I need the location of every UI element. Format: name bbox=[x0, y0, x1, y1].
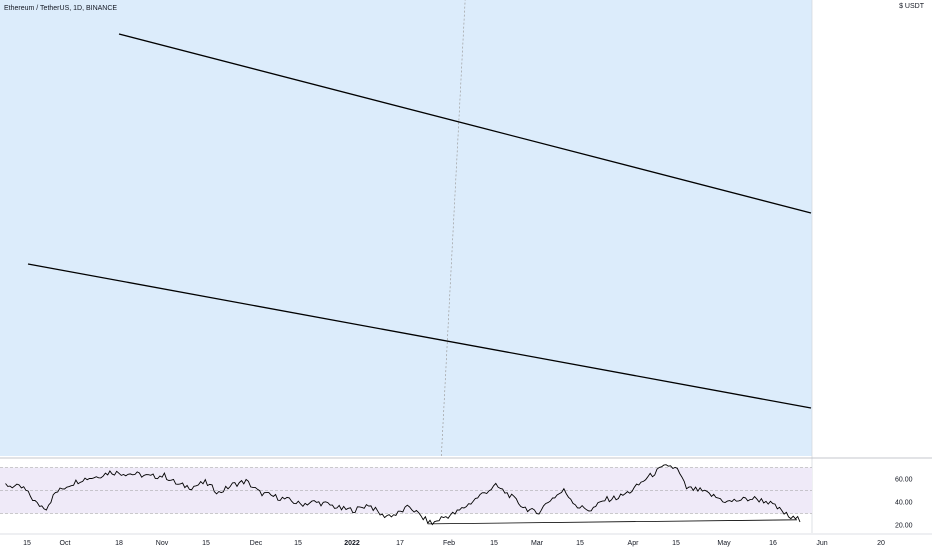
price-axis[interactable]: 5000.004600.004400.004200.004000.003800.… bbox=[811, 0, 920, 533]
rsi-divergence-line[interactable] bbox=[427, 519, 798, 525]
lower-trendline[interactable] bbox=[27, 263, 812, 409]
upper-trendline[interactable] bbox=[118, 33, 812, 214]
time-tick: Nov bbox=[156, 540, 169, 547]
chart-title: Ethereum / TetherUS, 1D, BINANCE bbox=[4, 5, 118, 12]
time-tick: 15 bbox=[490, 540, 498, 547]
time-tick: Feb bbox=[443, 540, 455, 547]
time-tick: May bbox=[717, 540, 731, 547]
time-tick: Mar bbox=[531, 540, 544, 547]
fib-zone-4 bbox=[0, 0, 812, 456]
time-axis[interactable]: 15 Oct 18 Nov 15 Dec 15 2022 17 Feb 15 Mar 15 Apr 15 Ma… bbox=[0, 533, 932, 547]
rsi-tick: 40.00 bbox=[895, 500, 913, 507]
time-tick: 2022 bbox=[344, 540, 360, 547]
rsi-tick: 60.00 bbox=[895, 477, 913, 484]
time-tick: 15 bbox=[294, 540, 302, 547]
time-tick: Dec bbox=[250, 540, 263, 547]
time-tick: 15 bbox=[576, 540, 584, 547]
time-tick: 20 bbox=[877, 540, 885, 547]
rsi-line bbox=[5, 464, 801, 526]
rsi-pane: 60.00 40.00 20.00 bbox=[0, 464, 913, 530]
time-tick: 15 bbox=[672, 540, 680, 547]
rsi-tick: 20.00 bbox=[895, 523, 913, 530]
time-tick: 17 bbox=[396, 540, 404, 547]
time-tick: 16 bbox=[769, 540, 777, 547]
time-tick: Apr bbox=[628, 540, 640, 547]
time-tick: Jun bbox=[816, 540, 827, 547]
time-tick: 18 bbox=[115, 540, 123, 547]
time-tick: 15 bbox=[23, 540, 31, 547]
time-tick: Oct bbox=[60, 540, 71, 547]
currency-label[interactable]: $ USDT bbox=[899, 3, 924, 10]
time-tick: 15 bbox=[202, 540, 210, 547]
fib-zones: 0(4889.75)0.236(3756.60)0.382(3066.59)0.… bbox=[0, 0, 812, 456]
